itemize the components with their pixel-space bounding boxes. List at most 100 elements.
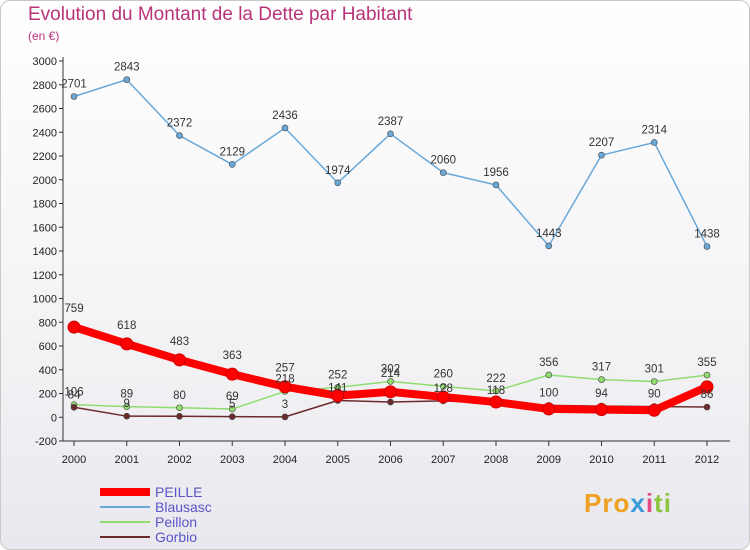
x-tick-label: 2004	[273, 454, 297, 466]
data-point-peillon	[703, 371, 711, 379]
data-point-peillon	[176, 404, 183, 412]
data-label-gorbio: 128	[434, 383, 453, 395]
data-point-peille	[331, 389, 345, 403]
x-tick-label: 2009	[537, 454, 561, 466]
data-label-blausasc: 2314	[641, 124, 667, 136]
x-tick-label: 2006	[378, 454, 402, 466]
x-tick-label: 2007	[431, 454, 455, 466]
data-point-blausasc	[228, 161, 236, 168]
data-point-blausasc	[281, 124, 289, 132]
data-label-peillon: 302	[381, 363, 400, 375]
data-label-blausasc: 2701	[61, 79, 87, 91]
y-tick-label: 3000	[33, 56, 57, 68]
data-point-peillon	[598, 376, 605, 383]
data-point-peille	[173, 353, 186, 367]
data-point-blausasc	[70, 93, 78, 100]
data-point-peillon	[123, 403, 131, 410]
legend-label-gorbio: Gorbio	[155, 529, 197, 545]
data-label-peillon: 69	[226, 391, 239, 403]
data-label-gorbio: 3	[282, 399, 288, 411]
x-tick-label: 2005	[326, 454, 350, 466]
data-point-peille	[700, 380, 714, 394]
data-point-peille	[489, 395, 503, 409]
y-tick-label: 2000	[33, 175, 57, 187]
legend-label-peillon: Peillon	[155, 514, 197, 530]
chart-title: Evolution du Montant de la Dette par Hab…	[28, 4, 413, 25]
chart-unit: (en €)	[28, 29, 60, 43]
data-label-gorbio: 118	[487, 385, 505, 397]
data-point-peillon	[228, 405, 236, 413]
y-tick-label: 1200	[33, 270, 57, 282]
y-tick-label: 2200	[33, 151, 57, 163]
x-tick-label: 2001	[115, 454, 139, 466]
data-point-blausasc	[598, 151, 605, 159]
data-label-peillon: 355	[697, 357, 716, 369]
data-label-gorbio: 5	[229, 399, 235, 411]
data-label-blausasc: 1438	[694, 228, 720, 240]
data-point-blausasc	[387, 130, 394, 138]
data-label-blausasc: 1443	[536, 228, 562, 240]
data-label-blausasc: 2207	[589, 137, 615, 149]
data-label-peille: 483	[170, 336, 189, 348]
y-tick-label: 200	[39, 389, 57, 401]
data-point-peille	[120, 337, 134, 351]
proxiti-logo: Proxiti	[584, 488, 672, 518]
data-label-blausasc: 2436	[272, 110, 298, 122]
y-tick-label: -200	[35, 436, 57, 448]
data-point-blausasc	[176, 132, 183, 139]
x-tick-label: 2012	[695, 454, 719, 466]
data-point-gorbio	[176, 412, 183, 420]
data-point-peille	[436, 390, 450, 404]
data-label-peillon: 356	[539, 357, 558, 369]
y-tick-label: 400	[39, 365, 57, 377]
data-label-peillon: 218	[275, 373, 294, 385]
y-tick-label: 1000	[33, 294, 57, 306]
data-point-blausasc	[334, 179, 342, 187]
data-point-peillon	[545, 371, 553, 379]
data-label-blausasc: 1974	[325, 165, 351, 177]
data-label-peillon: 301	[645, 364, 664, 376]
data-point-blausasc	[123, 76, 131, 83]
data-point-blausasc	[492, 181, 500, 189]
data-point-peillon	[387, 378, 394, 385]
data-label-peille: 618	[117, 320, 136, 332]
data-label-blausasc: 2060	[430, 155, 456, 167]
data-label-peillon: 222	[486, 373, 505, 385]
data-point-blausasc	[439, 169, 447, 176]
data-label-peille: 214	[381, 368, 401, 380]
data-point-peillon	[650, 378, 658, 385]
data-label-gorbio: 86	[701, 389, 714, 401]
data-point-gorbio	[387, 398, 394, 406]
data-label-blausasc: 1956	[483, 167, 509, 179]
data-label-peillon: 317	[592, 362, 611, 374]
x-tick-label: 2003	[220, 454, 244, 466]
y-tick-label: 2400	[33, 127, 57, 139]
y-tick-label: 800	[39, 317, 57, 329]
data-point-blausasc	[703, 243, 711, 250]
data-label-blausasc: 2387	[378, 116, 404, 128]
data-point-gorbio	[228, 413, 236, 420]
y-tick-label: 2800	[33, 80, 57, 92]
data-label-peillon: 260	[434, 368, 453, 380]
data-label-peille: 257	[275, 363, 294, 375]
y-tick-label: 0	[51, 412, 57, 424]
y-tick-label: 1800	[33, 199, 57, 211]
data-label-blausasc: 2372	[167, 118, 193, 130]
data-point-peille	[225, 367, 239, 381]
series-line-blausasc	[73, 78, 708, 248]
x-tick-label: 2011	[642, 454, 666, 466]
data-label-gorbio: 84	[68, 389, 81, 401]
data-label-peillon: 106	[64, 387, 83, 399]
data-point-blausasc	[650, 139, 658, 146]
data-label-blausasc: 2843	[114, 62, 140, 74]
data-point-peillon	[439, 383, 447, 390]
data-label-peille: 363	[223, 350, 242, 362]
data-point-peille	[595, 403, 608, 417]
data-label-peille: 759	[64, 303, 83, 315]
data-point-peille	[647, 403, 661, 417]
legend-label-peille: PEILLE	[155, 484, 202, 500]
data-label-peillon: 89	[120, 389, 133, 401]
data-point-peille	[67, 320, 81, 334]
